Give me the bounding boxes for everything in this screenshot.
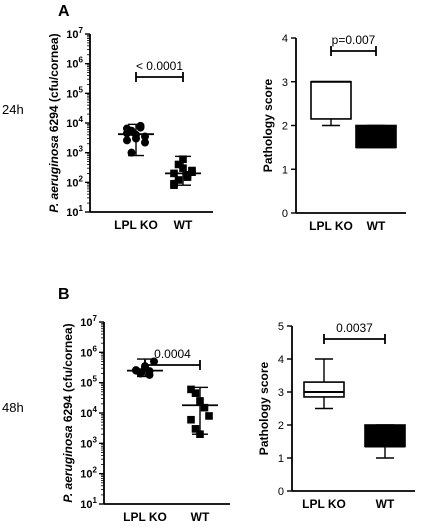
chart-a-cfu: 101 102 103 104 105 106 107 P. aeruginosa 6294 … <box>47 26 213 232</box>
x-tick-label: WT <box>376 497 395 511</box>
y-tick-label: 102 <box>66 174 83 189</box>
x-tick-label: WT <box>174 218 193 232</box>
y-tick-label: 103 <box>80 435 97 450</box>
y-axis-label: Pathology score <box>257 361 271 455</box>
chart-a-path: 0 1 2 3 4 Pathology score LPL KO WT p=0.007 <box>261 33 406 233</box>
data-point-square <box>174 160 183 169</box>
y-axis-label: P. aeruginosa 6294 (cfu/cornea) <box>61 323 75 502</box>
panel-b-letter: B <box>58 286 70 303</box>
x-tick-label: LPL KO <box>302 497 346 511</box>
data-point-square <box>170 169 178 178</box>
significance-label: < 0.0001 <box>136 59 183 73</box>
y-tick-label: 103 <box>66 145 83 160</box>
data-point-square <box>170 181 178 190</box>
y-tick-label: 0 <box>278 486 284 498</box>
data-point-circle <box>145 367 154 376</box>
y-tick-label: 1 <box>278 453 284 465</box>
y-tick-label: 107 <box>80 314 97 329</box>
data-point-circle <box>136 123 145 132</box>
x-tick-label: LPL KO <box>114 218 158 232</box>
data-point-square <box>196 397 204 405</box>
y-tick-label: 1 <box>282 164 288 176</box>
y-tick-label: 4 <box>278 354 284 366</box>
x-tick-label: LPL KO <box>309 219 353 233</box>
significance-label: 0.0037 <box>336 321 373 335</box>
y-tick-label: 4 <box>282 33 288 45</box>
data-point-square <box>191 425 200 433</box>
data-point-square <box>179 155 187 164</box>
row-b-time-label: 48h <box>2 400 24 415</box>
box <box>355 124 397 149</box>
y-tick-label: 101 <box>80 496 97 511</box>
y-tick-label: 5 <box>278 321 284 333</box>
data-point-circle <box>141 132 149 141</box>
y-tick-label: 106 <box>80 344 97 359</box>
data-point-square <box>187 385 195 394</box>
data-point-circle <box>127 148 136 157</box>
y-axis-label: P. aeruginosa 6294 (cfu/cornea) <box>47 33 61 212</box>
box <box>364 424 406 448</box>
data-point-square <box>174 176 183 184</box>
x-tick-label: WT <box>191 510 210 524</box>
x-tick-label: WT <box>367 219 386 233</box>
y-tick-label: 2 <box>278 420 284 432</box>
data-point-square <box>183 173 192 181</box>
y-tick-label: 102 <box>80 466 97 481</box>
data-point-circle <box>136 369 145 378</box>
y-tick-label: 106 <box>66 56 83 71</box>
data-point-circle <box>123 136 131 145</box>
panel-a-letter: A <box>58 3 70 20</box>
data-point-circle <box>141 138 149 147</box>
y-tick-label: 101 <box>66 204 83 219</box>
y-tick-label: 2 <box>282 121 288 133</box>
data-point-square <box>187 415 195 424</box>
y-tick-label: 3 <box>278 387 284 399</box>
y-tick-label: 104 <box>80 405 97 420</box>
chart-b-cfu: 101 102 103 104 105 106 107 P. aeruginosa 6294 … <box>61 314 230 524</box>
data-point-circle <box>150 357 158 366</box>
box <box>303 381 345 398</box>
y-tick-label: 105 <box>80 375 97 390</box>
y-tick-label: 0 <box>282 208 288 220</box>
data-point-square <box>188 168 196 176</box>
x-tick-label: LPL KO <box>123 510 167 524</box>
y-tick-label: 105 <box>66 85 83 100</box>
y-tick-label: 3 <box>282 77 288 89</box>
row-a-time-label: 24h <box>2 102 24 117</box>
data-point-square <box>196 430 204 439</box>
chart-b-path: 0 1 2 3 4 5 Pathology score LPL KO WT 0.0037 <box>257 321 415 511</box>
y-tick-label: 104 <box>66 115 83 130</box>
data-point-square <box>191 389 200 397</box>
box <box>310 80 352 120</box>
significance-label: 0.0004 <box>154 347 191 361</box>
data-point-square <box>179 164 187 172</box>
y-axis-label: Pathology score <box>261 78 275 172</box>
y-tick-label: 107 <box>66 26 83 41</box>
data-point-square <box>200 403 209 412</box>
data-point-square <box>205 412 213 420</box>
data-point-circle <box>127 127 136 136</box>
significance-label: p=0.007 <box>332 33 376 47</box>
